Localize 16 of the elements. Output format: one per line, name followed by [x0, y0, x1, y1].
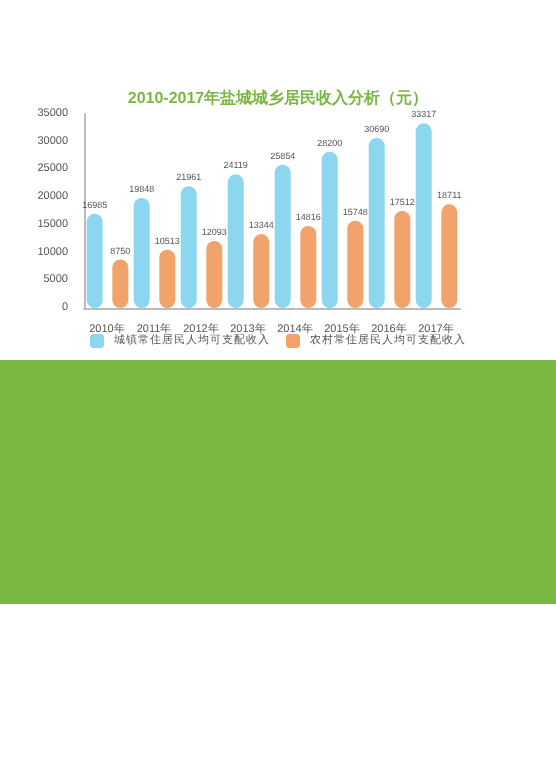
bar	[274, 164, 291, 308]
bar	[321, 151, 338, 308]
bar	[86, 213, 103, 308]
chart-title: 2010-2017年盐城城乡居民收入分析（元）	[127, 89, 429, 107]
bar	[159, 249, 176, 308]
bar	[347, 220, 364, 308]
bar	[180, 186, 197, 308]
bar	[394, 210, 411, 308]
bar	[227, 174, 244, 308]
bar	[441, 204, 458, 308]
bar	[133, 197, 150, 308]
bar	[206, 240, 223, 308]
bar	[253, 234, 270, 308]
bar	[368, 137, 385, 308]
bar	[300, 225, 317, 308]
bar	[415, 123, 432, 308]
